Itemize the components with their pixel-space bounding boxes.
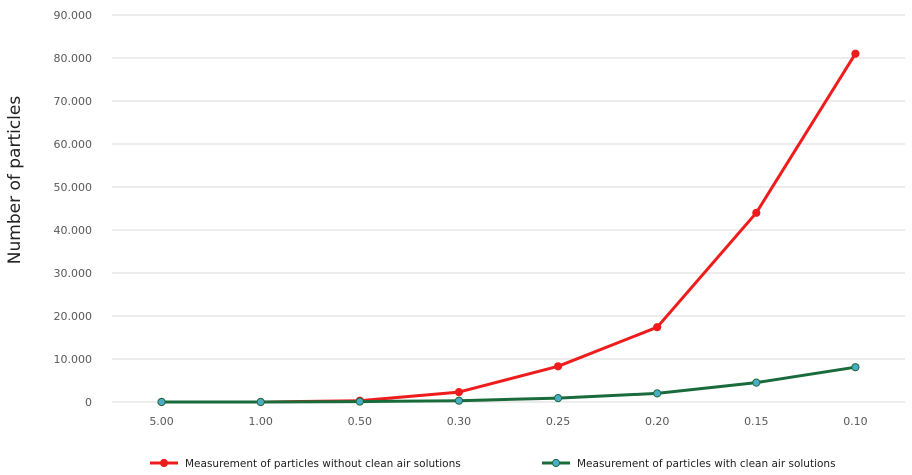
y-tick-label: 90.000 [54,9,93,22]
series-line [160,52,857,404]
data-point [752,378,761,387]
data-point [653,389,662,398]
legend-item: Measurement of particles without clean a… [150,458,461,470]
data-point [256,397,265,407]
data-point [454,388,464,397]
legend-swatch-marker [159,458,169,468]
gridlines [112,14,905,403]
x-tick-label: 1.00 [248,415,273,428]
y-tick-label: 20.000 [54,310,93,323]
data-point [157,397,166,407]
y-axis-ticks: 0 10.000 20.000 30.000 40.000 50.000 60.000 70.… [54,9,93,409]
x-tick-label: 0.50 [348,415,373,428]
legend-swatch-marker [551,458,561,468]
y-tick-label: 80.000 [54,52,93,65]
x-tick-label: 0.10 [843,415,868,428]
series [157,49,860,407]
x-tick-label: 0.25 [546,415,571,428]
data-point [851,49,860,58]
x-tick-label: 0.20 [645,415,670,428]
data-point [653,323,662,332]
x-tick-label: 5.00 [149,415,174,428]
series-2 [157,363,860,407]
data-point [454,396,464,405]
data-point [355,397,364,406]
legend-label: Measurement of particles with clean air … [577,458,836,470]
data-point [553,394,563,403]
y-tick-label: 40.000 [54,224,93,237]
x-tick-label: 0.15 [744,415,769,428]
series-1 [157,49,860,407]
y-tick-label: 10.000 [54,353,93,366]
y-tick-label: 0 [85,396,92,409]
y-tick-label: 70.000 [54,95,93,108]
series-line [160,365,857,404]
y-tick-label: 60.000 [54,138,93,151]
y-tick-label: 30.000 [54,267,93,280]
y-axis-label: Number of particles [5,96,25,265]
y-tick-label: 50.000 [54,181,93,194]
x-tick-label: 0.30 [447,415,472,428]
legend: Measurement of particles without clean a… [150,458,836,470]
data-point [553,362,563,371]
legend-item: Measurement of particles with clean air … [542,458,836,470]
data-point [851,363,860,372]
x-axis-ticks: 5.00 1.00 0.50 0.30 0.25 0.20 0.15 0.10 [149,415,867,428]
legend-label: Measurement of particles without clean a… [185,458,461,470]
data-point [752,208,761,217]
